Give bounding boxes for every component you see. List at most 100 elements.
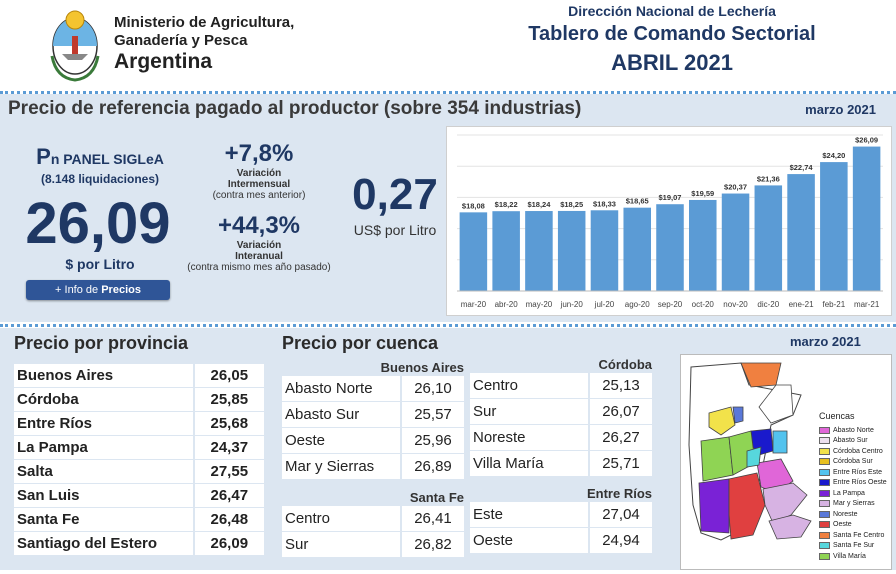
- legend-label: Mar y Sierras: [833, 500, 875, 508]
- basin-value: 27,04: [590, 502, 652, 527]
- province-row: Santiago del Estero 26,09: [14, 532, 264, 556]
- legend-label: Abasto Norte: [833, 426, 874, 434]
- legend-label: Noreste: [833, 510, 858, 518]
- legend-swatch: [819, 468, 830, 476]
- legend-swatch: [819, 531, 830, 539]
- basin-row: Sur 26,07: [470, 399, 652, 425]
- monthly-variation: +7,8% Variación Intermensual (contra mes…: [184, 140, 334, 201]
- monthly-variation-value: +7,8%: [224, 140, 294, 167]
- basin-title: Precio por cuenca: [282, 333, 439, 353]
- basin-group-name: Córdoba: [598, 357, 652, 372]
- basin-group-name: Santa Fe: [409, 490, 464, 505]
- legend-label: Entre Ríos Oeste: [833, 479, 887, 487]
- basin-value: 26,07: [590, 399, 652, 424]
- pn-label-p: P: [36, 144, 51, 169]
- chart-data-label: $18,25: [560, 200, 583, 209]
- basin-name: Oeste: [282, 428, 400, 453]
- header-titles: Dirección Nacional de Lechería Tablero d…: [500, 2, 844, 78]
- legend-label: Abasto Sur: [833, 437, 868, 445]
- chart-data-label: $21,36: [757, 174, 780, 183]
- legend-swatch: [819, 521, 830, 529]
- info-prices-button[interactable]: + Info de Precios: [26, 280, 170, 300]
- province-value: 26,47: [194, 484, 264, 507]
- basins-map: Cuencas Abasto Norte Abasto Sur Córdoba Ce…: [680, 354, 892, 570]
- basin-value: 25,96: [402, 428, 464, 453]
- reference-date: marzo 2021: [805, 102, 876, 117]
- basin-value: 25,71: [590, 451, 652, 476]
- legend-item: Abasto Norte: [819, 425, 887, 436]
- board-title: Tablero de Comando Sectorial: [528, 23, 816, 45]
- chart-data-label: $20,37: [724, 183, 747, 192]
- legend-item: Entre Ríos Oeste: [819, 478, 887, 489]
- legend-item: Córdoba Sur: [819, 457, 887, 468]
- chart-category-label: dic-20: [757, 300, 779, 309]
- province-value: 24,37: [194, 436, 264, 459]
- usd-price-value: 0,27: [352, 170, 438, 219]
- chart-category-label: feb-21: [823, 300, 846, 309]
- province-name: La Pampa: [14, 436, 193, 459]
- monthly-variation-label2: Intermensual: [227, 179, 291, 190]
- legend-item: Santa Fe Centro: [819, 530, 887, 541]
- legend-swatch: [819, 552, 830, 560]
- chart-data-label: $18,33: [593, 199, 616, 208]
- map-date: marzo 2021: [790, 334, 861, 349]
- chart-bar: [459, 212, 488, 291]
- basin-name: Abasto Sur: [282, 402, 400, 427]
- basins-map-svg: [688, 362, 812, 541]
- basin-value: 26,89: [402, 454, 464, 479]
- legend-label: La Pampa: [833, 489, 865, 497]
- yearly-variation: +44,3% Variación Interanual (contra mism…: [184, 212, 334, 273]
- chart-data-label: $18,65: [626, 197, 649, 206]
- basin-row: Este 27,04: [470, 502, 652, 528]
- chart-category-label: sep-20: [658, 300, 683, 309]
- basin-name: Villa María: [470, 451, 588, 476]
- chart-category-label: oct-20: [692, 300, 715, 309]
- monthly-variation-sub: (contra mes anterior): [212, 190, 306, 201]
- basin-row: Oeste 24,94: [470, 528, 652, 554]
- basin-value: 26,10: [402, 376, 464, 401]
- basin-row: Abasto Norte 26,10: [282, 376, 464, 402]
- legend-item: Córdoba Centro: [819, 446, 887, 457]
- legend-label: Oeste: [833, 521, 852, 529]
- basin-row: Abasto Sur 25,57: [282, 402, 464, 428]
- province-name: Salta: [14, 460, 193, 483]
- province-value: 26,48: [194, 508, 264, 531]
- coat-of-arms-icon: [50, 10, 100, 82]
- reference-price-value: 26,09: [25, 191, 171, 256]
- province-row: Buenos Aires 26,05: [14, 364, 264, 388]
- basin-group-name: Buenos Aires: [380, 360, 464, 375]
- legend-swatch: [819, 479, 830, 487]
- chart-category-label: mar-20: [461, 300, 487, 309]
- chart-bar: [721, 193, 750, 291]
- chart-bar: [590, 210, 619, 291]
- basin-name: Abasto Norte: [282, 376, 400, 401]
- legend-label: Santa Fe Centro: [833, 531, 885, 539]
- legend-item: Santa Fe Sur: [819, 541, 887, 552]
- legend-label: Entre Ríos Este: [833, 468, 883, 476]
- province-row: Córdoba 25,85: [14, 388, 264, 412]
- info-button-prefix: + Info de: [55, 284, 102, 296]
- legend-swatch: [819, 458, 830, 466]
- yearly-variation-label2: Interanual: [235, 251, 283, 262]
- ministry-line1: Ministerio de Agricultura,: [114, 14, 295, 31]
- province-name: Buenos Aires: [14, 364, 193, 387]
- map-legend: Cuencas Abasto Norte Abasto Sur Córdoba Ce…: [819, 411, 887, 562]
- basin-row: Centro 25,13: [470, 373, 652, 399]
- basin-value: 26,82: [402, 532, 464, 557]
- basin-name: Centro: [282, 506, 400, 531]
- chart-bar: [656, 204, 684, 291]
- yearly-variation-sub: (contra mismo mes año pasado): [187, 262, 331, 273]
- usd-price-unit: US$ por Litro: [353, 222, 437, 238]
- chart-bar: [820, 162, 848, 291]
- basin-name: Este: [470, 502, 588, 527]
- province-value: 25,85: [194, 388, 264, 411]
- legend-item: Villa María: [819, 551, 887, 562]
- legend-item: Oeste: [819, 520, 887, 531]
- usd-price: 0,27 US$ por Litro: [340, 170, 450, 238]
- province-value: 26,05: [194, 364, 264, 387]
- chart-category-label: may-20: [526, 300, 553, 309]
- basin-name: Sur: [470, 399, 588, 424]
- chart-category-label: ago-20: [625, 300, 650, 309]
- province-name: Santiago del Estero: [14, 532, 193, 555]
- legend-swatch: [819, 489, 830, 497]
